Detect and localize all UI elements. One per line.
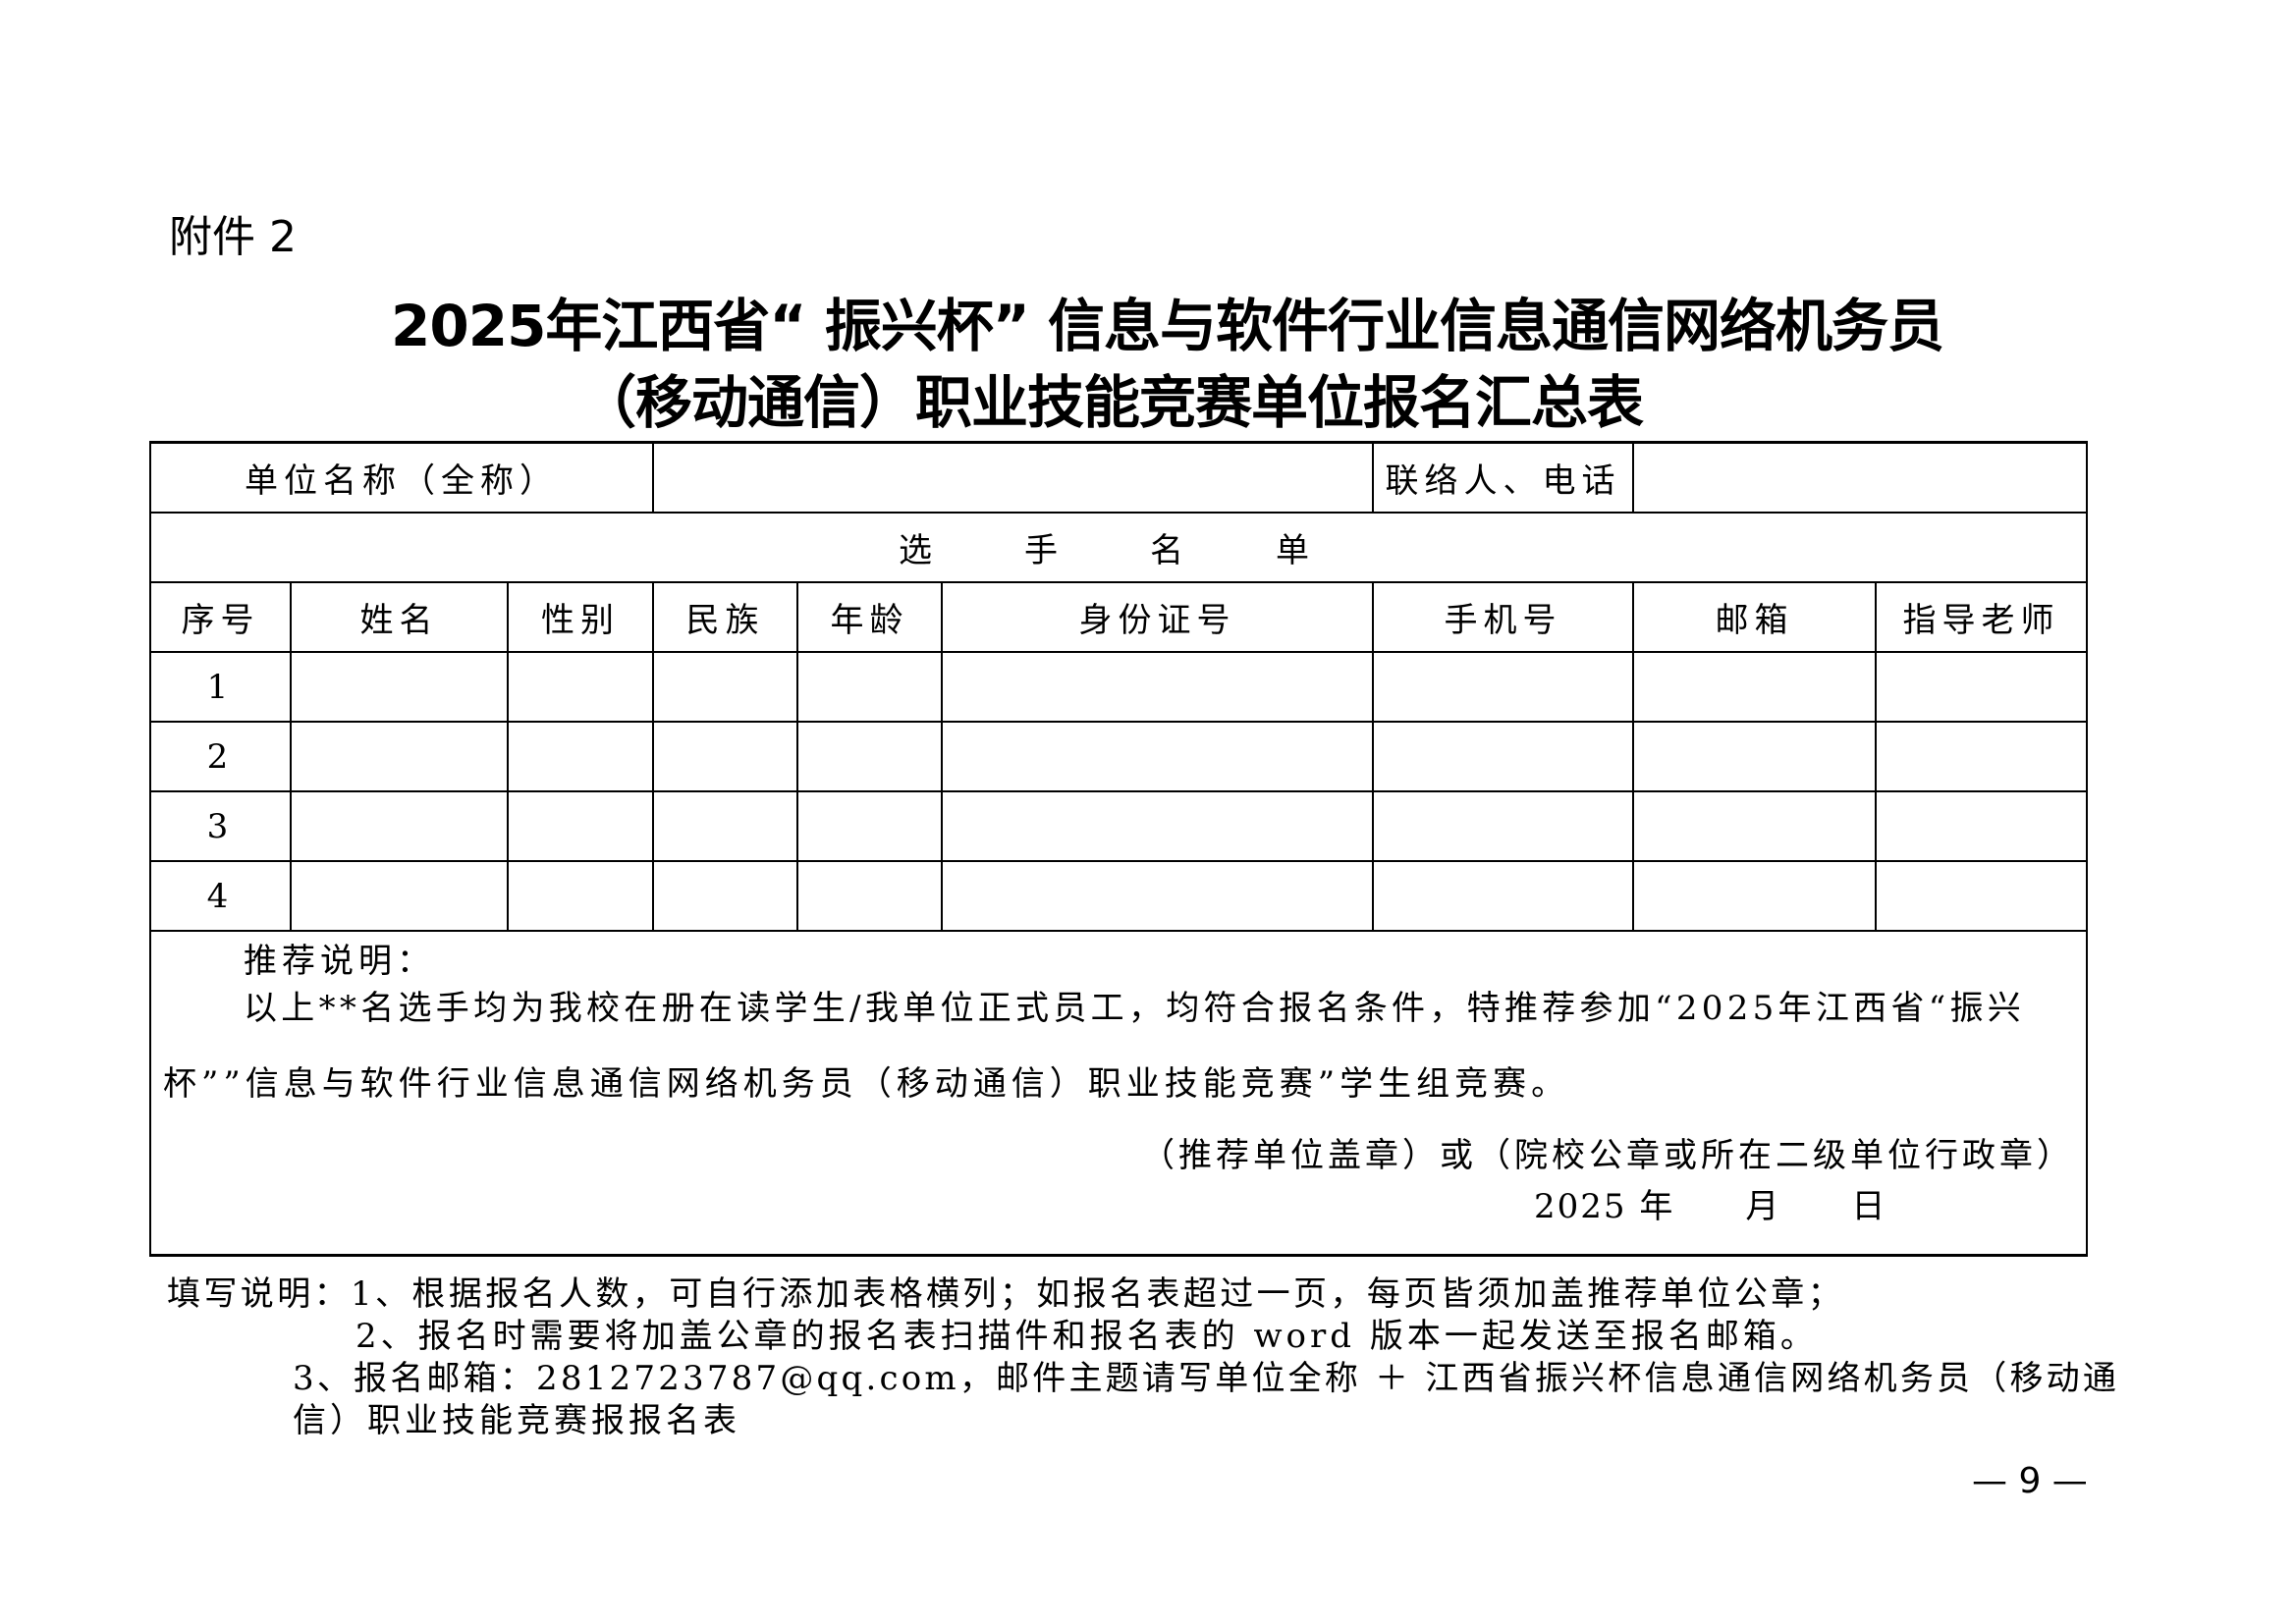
entry-cell[interactable] [506,860,655,932]
recommendation-text-line1: 以上**名选手均为我校在册在读学生/我单位正式员工，均符合报名条件，特推荐参加“… [244,989,2026,1028]
entry-cell[interactable] [1632,860,1878,932]
entry-cell[interactable] [652,721,799,792]
column-header: 年龄 [796,581,944,653]
entry-cell[interactable] [941,651,1375,723]
column-header: 性别 [506,581,655,653]
entry-cell[interactable] [796,721,944,792]
contact-label: 联络人、电话 [1372,441,1635,514]
document-title-line1: 2025年江西省“ 振兴杯” 信息与软件行业信息通信网络机务员 [391,293,1944,359]
entry-cell[interactable] [1632,721,1878,792]
entry-cell[interactable] [941,860,1375,932]
entry-cell[interactable] [1875,721,2089,792]
entry-cell[interactable] [796,790,944,862]
roster-heading-row: 选 手 名 单 [148,512,2089,583]
table-row: 1 [149,651,2089,723]
recommendation-heading: 推荐说明： [244,942,435,981]
entry-cell[interactable] [290,721,509,792]
entry-cell[interactable] [941,721,1375,792]
entry-cell[interactable] [290,790,509,862]
column-header: 指导老师 [1875,581,2089,653]
table-row: 4 [149,860,2089,932]
registration-form-table: 单位名称（全称） 联络人、电话 选 手 名 单 序号 姓名 性别 民族 年龄 身… [148,441,2089,1257]
column-header: 手机号 [1372,581,1635,653]
header-row: 序号 姓名 性别 民族 年龄 身份证号 手机号 邮箱 指导老师 [149,581,2089,653]
column-header: 邮箱 [1632,581,1878,653]
row-number: 2 [149,721,292,792]
entry-cell[interactable] [1875,790,2089,862]
fill-instruction-3: 3、报名邮箱：2812723787@qq.com，邮件主题请写单位全称 ＋ 江西… [293,1359,2120,1398]
seal-instruction: （推荐单位盖章）或（院校公章或所在二级单位行政章） [1141,1136,2075,1175]
entry-cell[interactable] [1875,860,2089,932]
entry-cell[interactable] [506,721,655,792]
entry-cell[interactable] [1632,790,1878,862]
entry-cell[interactable] [1875,651,2089,723]
entry-cell[interactable] [1632,651,1878,723]
unit-name-field[interactable] [652,441,1375,514]
column-header: 民族 [652,581,799,653]
entry-cell[interactable] [652,651,799,723]
recommendation-cell: 推荐说明： 以上**名选手均为我校在册在读学生/我单位正式员工，均符合报名条件，… [148,930,2089,1257]
column-header: 身份证号 [941,581,1375,653]
date-line: 2025 年 月 日 [1534,1187,1887,1226]
entry-cell[interactable] [1372,860,1635,932]
entry-cell[interactable] [796,651,944,723]
table-row: 2 [149,721,2089,792]
attachment-label: 附件 2 [169,212,297,262]
unit-row: 单位名称（全称） 联络人、电话 [148,441,2089,514]
entry-cell[interactable] [290,860,509,932]
entry-cell[interactable] [1372,651,1635,723]
column-header: 姓名 [290,581,509,653]
page-number: — 9 — [1972,1461,2088,1501]
entry-cell[interactable] [941,790,1375,862]
entry-cell[interactable] [796,860,944,932]
column-header: 序号 [149,581,292,653]
unit-name-label: 单位名称（全称） [148,441,655,514]
entry-cell[interactable] [506,790,655,862]
recommendation-text-line2: 杯””信息与软件行业信息通信网络机务员（移动通信）职业技能竞赛”学生组竞赛。 [163,1064,1570,1104]
entry-cell[interactable] [652,790,799,862]
entry-cell[interactable] [652,860,799,932]
entry-cell[interactable] [506,651,655,723]
contact-field[interactable] [1632,441,2089,514]
document-title-line2: （移动通信）职业技能竞赛单位报名汇总表 [579,369,1644,436]
table-row: 3 [149,790,2089,862]
recommendation-row: 推荐说明： 以上**名选手均为我校在册在读学生/我单位正式员工，均符合报名条件，… [148,930,2089,1257]
row-number: 1 [149,651,292,723]
entry-cell[interactable] [1372,790,1635,862]
entry-cell[interactable] [1372,721,1635,792]
row-number: 4 [149,860,292,932]
row-number: 3 [149,790,292,862]
fill-instruction-4: 信）职业技能竞赛报报名表 [293,1401,740,1440]
fill-instruction-1: 填写说明：1、根据报名人数，可自行添加表格横列；如报名表超过一页，每页皆须加盖推… [167,1274,1845,1314]
fill-instruction-2: 2、报名时需要将加盖公章的报名表扫描件和报名表的 word 版本一起发送至报名邮… [355,1317,1818,1356]
roster-heading: 选 手 名 单 [148,512,2089,583]
entry-cell[interactable] [290,651,509,723]
